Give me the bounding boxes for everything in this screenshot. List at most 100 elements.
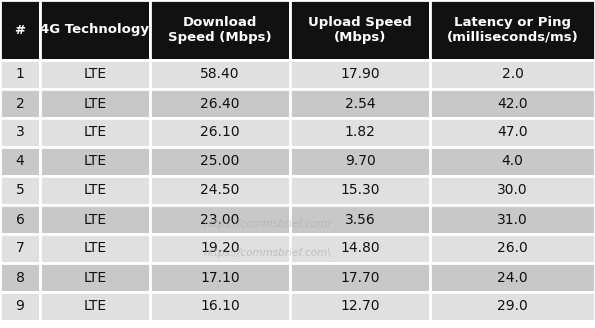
Text: https://commsbrief.com\: https://commsbrief.com\ (203, 248, 331, 258)
Text: LTE: LTE (83, 241, 107, 256)
Text: 4G Technology: 4G Technology (40, 24, 149, 36)
Bar (40, 205, 150, 234)
Bar (430, 118, 595, 147)
Text: 42.0: 42.0 (497, 96, 528, 111)
Text: 26.0: 26.0 (497, 241, 528, 256)
Text: 17.70: 17.70 (340, 271, 380, 284)
Text: 25.00: 25.00 (201, 154, 240, 169)
Bar (40, 263, 150, 292)
Text: 26.40: 26.40 (201, 96, 240, 111)
Bar (0, 0, 40, 60)
Text: LTE: LTE (83, 126, 107, 139)
Bar (150, 89, 290, 118)
Bar (0, 60, 40, 89)
Text: LTE: LTE (83, 299, 107, 314)
Bar (0, 147, 40, 176)
Text: 24.0: 24.0 (497, 271, 528, 284)
Text: 14.80: 14.80 (340, 241, 380, 256)
Text: #: # (14, 24, 26, 36)
Bar (150, 60, 290, 89)
Bar (0, 234, 40, 263)
Text: LTE: LTE (83, 183, 107, 197)
Bar (40, 89, 150, 118)
Text: 1: 1 (15, 68, 24, 81)
Text: 2: 2 (15, 96, 24, 111)
Bar (430, 147, 595, 176)
Bar (430, 0, 595, 60)
Text: 19.20: 19.20 (200, 241, 240, 256)
Bar (40, 176, 150, 205)
Bar (290, 292, 430, 321)
Bar (290, 263, 430, 292)
Text: 2.0: 2.0 (502, 68, 524, 81)
Text: 29.0: 29.0 (497, 299, 528, 314)
Text: 2.54: 2.54 (345, 96, 375, 111)
Bar (0, 89, 40, 118)
Text: 8: 8 (15, 271, 24, 284)
Text: Upload Speed
(Mbps): Upload Speed (Mbps) (308, 16, 412, 44)
Bar (150, 234, 290, 263)
Bar (290, 176, 430, 205)
Bar (0, 205, 40, 234)
Bar (40, 0, 150, 60)
Bar (430, 176, 595, 205)
Text: 24.50: 24.50 (201, 183, 240, 197)
Bar (430, 89, 595, 118)
Bar (290, 60, 430, 89)
Text: 23.00: 23.00 (201, 213, 240, 227)
Bar (40, 118, 150, 147)
Bar (290, 118, 430, 147)
Text: LTE: LTE (83, 271, 107, 284)
Text: 1.82: 1.82 (345, 126, 375, 139)
Bar (290, 0, 430, 60)
Text: 12.70: 12.70 (340, 299, 380, 314)
Text: LTE: LTE (83, 154, 107, 169)
Text: 58.40: 58.40 (201, 68, 240, 81)
Bar (430, 60, 595, 89)
Bar (40, 292, 150, 321)
Text: 30.0: 30.0 (497, 183, 528, 197)
Text: 4: 4 (15, 154, 24, 169)
Text: LTE: LTE (83, 68, 107, 81)
Text: 7: 7 (15, 241, 24, 256)
Bar (290, 205, 430, 234)
Text: 9: 9 (15, 299, 24, 314)
Text: LTE: LTE (83, 213, 107, 227)
Bar (0, 176, 40, 205)
Text: 9.70: 9.70 (345, 154, 375, 169)
Text: 16.10: 16.10 (200, 299, 240, 314)
Text: 26.10: 26.10 (200, 126, 240, 139)
Bar (430, 263, 595, 292)
Text: 47.0: 47.0 (497, 126, 528, 139)
Text: 5: 5 (15, 183, 24, 197)
Bar (290, 147, 430, 176)
Bar (0, 118, 40, 147)
Text: Download
Speed (Mbps): Download Speed (Mbps) (168, 16, 272, 44)
Bar (430, 234, 595, 263)
Bar (290, 89, 430, 118)
Bar (150, 176, 290, 205)
Text: 31.0: 31.0 (497, 213, 528, 227)
Text: 4.0: 4.0 (502, 154, 524, 169)
Bar (150, 292, 290, 321)
Bar (290, 234, 430, 263)
Text: 3.56: 3.56 (345, 213, 375, 227)
Text: 17.90: 17.90 (340, 68, 380, 81)
Text: 6: 6 (15, 213, 24, 227)
Text: LTE: LTE (83, 96, 107, 111)
Bar (0, 263, 40, 292)
Bar (430, 205, 595, 234)
Text: 15.30: 15.30 (340, 183, 380, 197)
Text: Latency or Ping
(milliseconds/ms): Latency or Ping (milliseconds/ms) (447, 16, 578, 44)
Bar (150, 205, 290, 234)
Bar (150, 118, 290, 147)
Text: 17.10: 17.10 (200, 271, 240, 284)
Text: https://commsbrief.com/: https://commsbrief.com/ (203, 219, 331, 229)
Bar (150, 263, 290, 292)
Bar (40, 147, 150, 176)
Bar (150, 0, 290, 60)
Bar (40, 234, 150, 263)
Bar (430, 292, 595, 321)
Bar (150, 147, 290, 176)
Text: 3: 3 (15, 126, 24, 139)
